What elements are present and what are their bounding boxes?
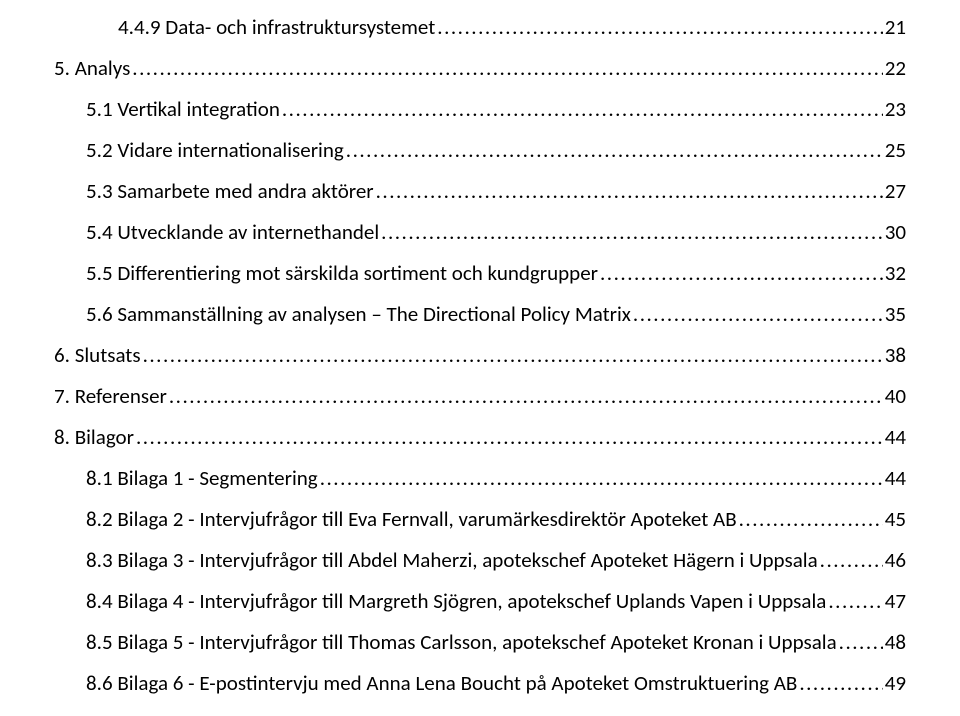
toc-entry-label: 4.4.9 Data- och infrastruktursystemet xyxy=(118,14,435,40)
toc-entry-label: 5.6 Sammanställning av analysen – The Di… xyxy=(86,301,631,327)
toc-entry-label: 5.2 Vidare internationalisering xyxy=(86,137,344,163)
toc-entry-label: 8.4 Bilaga 4 - Intervjufrågor till Margr… xyxy=(86,588,826,614)
toc-entry-page: 44 xyxy=(885,424,906,450)
toc-entry-label: 5. Analys xyxy=(54,55,130,81)
toc-entry: 8.5 Bilaga 5 - Intervjufrågor till Thoma… xyxy=(54,629,906,655)
toc-leader-dots xyxy=(376,178,883,204)
toc-leader-dots xyxy=(633,301,883,327)
toc-leader-dots xyxy=(839,629,883,655)
toc-entry: 7. Referenser 40 xyxy=(54,383,906,409)
toc-entry-page: 45 xyxy=(885,506,906,532)
toc-entry: 4.4.9 Data- och infrastruktursystemet 21 xyxy=(54,14,906,40)
toc-entry-page: 44 xyxy=(885,465,906,491)
toc-entry: 5.3 Samarbete med andra aktörer 27 xyxy=(54,178,906,204)
toc-entry-label: 8. Bilagor xyxy=(54,424,134,450)
toc-leader-dots xyxy=(320,465,883,491)
toc-entry-page: 48 xyxy=(885,629,906,655)
toc-entry-page: 27 xyxy=(885,178,906,204)
toc-leader-dots xyxy=(346,137,883,163)
toc-entry-page: 23 xyxy=(885,96,906,122)
toc-entry: 8.2 Bilaga 2 - Intervjufrågor till Eva F… xyxy=(54,506,906,532)
toc-entry-label: 8.2 Bilaga 2 - Intervjufrågor till Eva F… xyxy=(86,506,737,532)
toc-entry: 5. Analys 22 xyxy=(54,55,906,81)
toc-leader-dots xyxy=(143,342,883,368)
toc-entry-label: 8.3 Bilaga 3 - Intervjufrågor till Abdel… xyxy=(86,547,818,573)
toc-entry-label: 7. Referenser xyxy=(54,383,167,409)
toc-leader-dots xyxy=(132,55,882,81)
toc-entry-page: 22 xyxy=(885,55,906,81)
toc-entry-label: 5.3 Samarbete med andra aktörer xyxy=(86,178,374,204)
toc-entry-page: 30 xyxy=(885,219,906,245)
toc-entry-label: 8.5 Bilaga 5 - Intervjufrågor till Thoma… xyxy=(86,629,837,655)
toc-leader-dots xyxy=(437,14,882,40)
toc-entry-page: 21 xyxy=(885,14,906,40)
toc-leader-dots xyxy=(169,383,883,409)
toc-entry-page: 38 xyxy=(885,342,906,368)
toc-entry: 5.6 Sammanställning av analysen – The Di… xyxy=(54,301,906,327)
toc-entry-page: 49 xyxy=(885,670,906,696)
toc-entry-page: 46 xyxy=(885,547,906,573)
toc-entry: 8.1 Bilaga 1 - Segmentering 44 xyxy=(54,465,906,491)
toc-entry-page: 35 xyxy=(885,301,906,327)
toc-leader-dots xyxy=(136,424,883,450)
toc-entry: 8.6 Bilaga 6 - E-postintervju med Anna L… xyxy=(54,670,906,696)
toc-leader-dots xyxy=(282,96,883,122)
toc-leader-dots xyxy=(828,588,882,614)
toc-entry-page: 47 xyxy=(885,588,906,614)
toc-entry-page: 32 xyxy=(885,260,906,286)
toc-entry-label: 8.6 Bilaga 6 - E-postintervju med Anna L… xyxy=(86,670,797,696)
toc-leader-dots xyxy=(600,260,883,286)
toc-entry-page: 40 xyxy=(885,383,906,409)
toc-entry: 5.4 Utvecklande av internethandel 30 xyxy=(54,219,906,245)
toc-entry: 8. Bilagor 44 xyxy=(54,424,906,450)
toc-entry-label: 6. Slutsats xyxy=(54,342,141,368)
toc-entry-label: 5.4 Utvecklande av internethandel xyxy=(86,219,379,245)
toc-leader-dots xyxy=(739,506,883,532)
toc-entry: 6. Slutsats 38 xyxy=(54,342,906,368)
toc-entry-label: 5.1 Vertikal integration xyxy=(86,96,280,122)
toc-entry: 8.3 Bilaga 3 - Intervjufrågor till Abdel… xyxy=(54,547,906,573)
toc-entry-page: 25 xyxy=(885,137,906,163)
table-of-contents: 4.4.9 Data- och infrastruktursystemet 21… xyxy=(54,14,906,696)
toc-entry: 5.5 Differentiering mot särskilda sortim… xyxy=(54,260,906,286)
toc-entry-label: 5.5 Differentiering mot särskilda sortim… xyxy=(86,260,598,286)
toc-leader-dots xyxy=(820,547,883,573)
toc-entry-label: 8.1 Bilaga 1 - Segmentering xyxy=(86,465,318,491)
toc-leader-dots xyxy=(381,219,883,245)
toc-entry: 5.1 Vertikal integration 23 xyxy=(54,96,906,122)
toc-entry: 8.4 Bilaga 4 - Intervjufrågor till Margr… xyxy=(54,588,906,614)
toc-entry: 5.2 Vidare internationalisering 25 xyxy=(54,137,906,163)
toc-leader-dots xyxy=(799,670,882,696)
